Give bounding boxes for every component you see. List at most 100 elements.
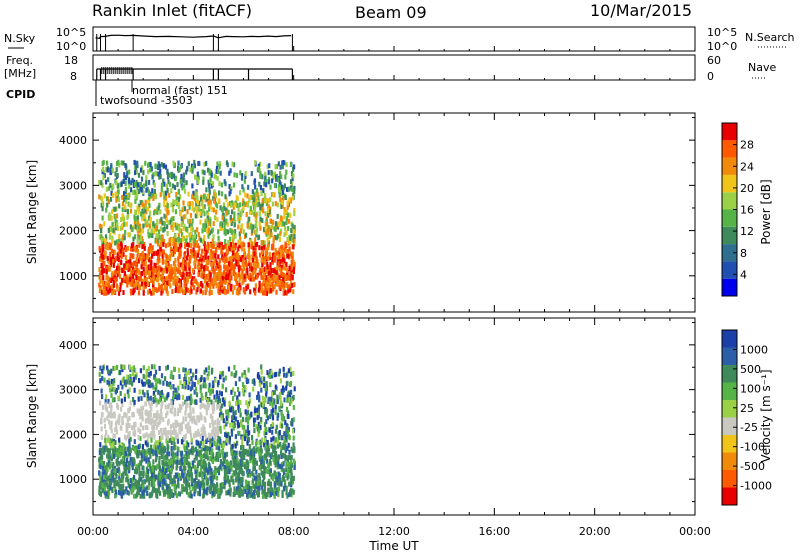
data-cell bbox=[165, 275, 168, 281]
data-cell bbox=[134, 209, 137, 215]
data-cell bbox=[184, 399, 187, 405]
data-cell bbox=[212, 195, 215, 201]
data-cell bbox=[275, 289, 278, 295]
data-cell bbox=[197, 232, 200, 237]
data-cell bbox=[141, 202, 144, 208]
data-cell bbox=[274, 164, 277, 170]
data-cell bbox=[132, 482, 135, 488]
data-cell bbox=[157, 485, 160, 490]
data-cell bbox=[273, 171, 276, 177]
data-cell bbox=[157, 480, 160, 486]
data-cell bbox=[237, 224, 240, 230]
data-cell bbox=[264, 386, 267, 392]
data-cell bbox=[156, 209, 159, 215]
data-cell bbox=[214, 397, 217, 403]
data-cell bbox=[283, 397, 286, 403]
data-cell bbox=[211, 429, 214, 435]
data-cell bbox=[223, 476, 226, 482]
data-cell bbox=[252, 262, 255, 268]
data-cell bbox=[275, 490, 278, 496]
data-cell bbox=[285, 282, 288, 288]
data-cell bbox=[193, 478, 197, 484]
data-cell bbox=[210, 456, 213, 462]
data-cell bbox=[219, 490, 222, 496]
data-cell bbox=[139, 275, 142, 281]
data-cell bbox=[173, 407, 177, 413]
data-cell bbox=[255, 188, 259, 194]
data-cell bbox=[138, 474, 141, 480]
data-cell bbox=[159, 246, 162, 252]
data-cell bbox=[230, 431, 234, 437]
data-cell bbox=[254, 283, 257, 289]
data-cell bbox=[165, 266, 169, 272]
data-cell bbox=[267, 198, 270, 204]
data-cell bbox=[221, 288, 224, 294]
data-cell bbox=[151, 233, 154, 239]
data-cell bbox=[177, 367, 181, 373]
data-cell bbox=[246, 267, 249, 273]
data-cell bbox=[125, 198, 128, 204]
data-cell bbox=[185, 371, 188, 377]
data-cell bbox=[224, 181, 227, 187]
data-cell bbox=[190, 253, 193, 259]
data-cell bbox=[193, 242, 196, 248]
data-cell bbox=[177, 204, 181, 210]
data-cell bbox=[222, 278, 225, 284]
data-cell bbox=[278, 435, 281, 441]
data-cell bbox=[267, 212, 270, 218]
data-cell bbox=[275, 454, 278, 460]
data-cell bbox=[199, 237, 202, 243]
data-cell bbox=[290, 482, 293, 488]
data-cell bbox=[257, 391, 260, 397]
data-cell bbox=[237, 260, 240, 266]
data-cell bbox=[145, 417, 148, 423]
data-cell bbox=[212, 207, 215, 213]
data-cell bbox=[275, 478, 278, 484]
data-cell bbox=[223, 227, 226, 233]
data-cell bbox=[243, 200, 246, 206]
data-cell bbox=[131, 273, 134, 279]
data-cell bbox=[205, 367, 208, 373]
data-cell bbox=[206, 245, 209, 251]
data-cell bbox=[149, 245, 152, 250]
data-cell bbox=[152, 478, 155, 484]
data-cell bbox=[149, 476, 152, 482]
data-cell bbox=[154, 397, 157, 403]
data-cell bbox=[283, 279, 286, 285]
data-cell bbox=[142, 223, 145, 229]
data-cell bbox=[246, 409, 250, 415]
data-cell bbox=[144, 451, 148, 457]
data-cell bbox=[147, 162, 150, 168]
data-cell bbox=[155, 238, 158, 244]
nave-tick-top: 60 bbox=[707, 54, 721, 67]
data-cell bbox=[131, 269, 134, 275]
data-cell bbox=[269, 276, 272, 282]
data-cell bbox=[133, 425, 136, 431]
data-cell bbox=[105, 477, 108, 483]
data-cell bbox=[265, 408, 268, 414]
data-cell bbox=[133, 159, 136, 165]
data-cell bbox=[123, 446, 126, 452]
data-cell bbox=[245, 448, 248, 454]
data-cell bbox=[110, 404, 113, 410]
data-cell bbox=[193, 278, 196, 284]
data-cell bbox=[141, 444, 144, 449]
data-cell bbox=[201, 228, 204, 234]
data-cell bbox=[135, 493, 138, 499]
data-cell bbox=[159, 285, 162, 291]
data-cell bbox=[207, 233, 210, 239]
data-cell bbox=[226, 460, 229, 466]
data-cell bbox=[215, 430, 218, 436]
data-cell bbox=[214, 253, 217, 259]
data-cell bbox=[157, 389, 160, 395]
data-cell bbox=[264, 211, 267, 217]
data-cell bbox=[279, 171, 282, 176]
data-cell bbox=[282, 248, 285, 254]
data-cell bbox=[260, 459, 263, 464]
data-cell bbox=[276, 213, 279, 219]
data-cell bbox=[219, 484, 222, 490]
data-cell bbox=[275, 471, 278, 477]
data-cell bbox=[193, 483, 196, 489]
data-cell bbox=[158, 460, 161, 466]
data-cell bbox=[116, 183, 120, 189]
